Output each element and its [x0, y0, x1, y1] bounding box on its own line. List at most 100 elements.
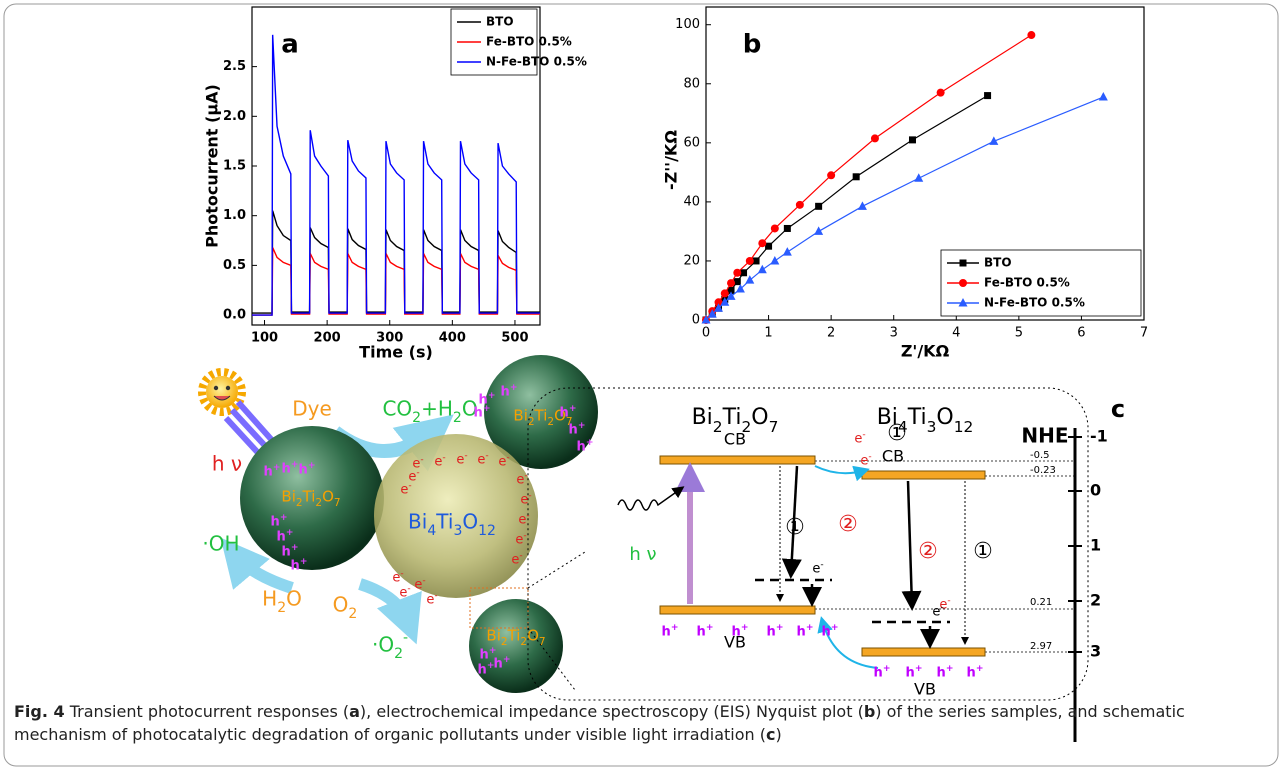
- y-tick-label: 2.0: [223, 109, 246, 124]
- path-label: ①: [973, 539, 993, 564]
- x-tick-label: 200: [314, 331, 341, 346]
- marker: [770, 256, 779, 265]
- marker: [758, 239, 766, 247]
- electron-label: e-: [426, 591, 437, 608]
- scale-label: 3: [1090, 642, 1101, 661]
- zoom-panel: [528, 388, 1088, 700]
- marker: [1099, 92, 1108, 101]
- panel-label: a: [281, 30, 299, 60]
- band-edge: [660, 606, 815, 614]
- hole-label: h+: [797, 623, 814, 640]
- path-label: ②: [918, 539, 938, 564]
- scale-label: -1: [1090, 427, 1108, 446]
- x-tick-label: 1: [764, 326, 772, 341]
- electron-label: e-: [932, 603, 943, 620]
- caption-part: Transient photocurrent responses (: [70, 702, 349, 721]
- x-tick-label: 0: [702, 326, 710, 341]
- scale-label: 2: [1090, 591, 1101, 610]
- sun-eye: [214, 386, 218, 390]
- band-edge: [660, 456, 815, 464]
- series-line: [252, 35, 540, 315]
- electron-label: e-: [392, 569, 403, 586]
- page: 1002003004005000.00.51.01.52.02.5Time (s…: [0, 0, 1282, 770]
- hole-label: h+: [906, 664, 923, 681]
- electron-label: e-: [399, 584, 410, 601]
- scale-label: 0: [1090, 481, 1101, 500]
- scale-title: NHE: [1021, 424, 1068, 448]
- x-tick-label: 2: [827, 326, 835, 341]
- path-label: ①: [785, 515, 805, 540]
- y-tick-label: 100: [675, 17, 700, 32]
- oxygen-label: O2: [333, 593, 358, 623]
- path-label: ①: [887, 421, 907, 446]
- marker: [733, 269, 741, 277]
- figure-frame: [4, 4, 1278, 766]
- caption-part: a: [349, 702, 360, 721]
- marker: [783, 247, 792, 256]
- x-tick-label: 4: [952, 326, 960, 341]
- band-edge: [862, 471, 985, 479]
- x-axis-label: Z'/KΩ: [901, 342, 950, 361]
- y-tick-label: 0.0: [223, 308, 246, 323]
- caption-part: b: [864, 702, 875, 721]
- caption-part: ): [775, 725, 781, 744]
- level-label: -0.5: [1030, 450, 1050, 461]
- x-tick-label: 500: [501, 331, 528, 346]
- band-label: CB: [724, 430, 746, 449]
- legend-label: N-Fe-BTO 0.5%: [486, 55, 587, 69]
- level-label: 0.21: [1030, 597, 1052, 608]
- photon: [618, 488, 682, 510]
- electron-label: e-: [854, 430, 865, 447]
- marker: [721, 289, 729, 297]
- marker: [771, 224, 779, 232]
- legend-label: Fe-BTO 0.5%: [984, 276, 1070, 290]
- dye-label: Dye: [292, 397, 332, 421]
- marker: [827, 171, 835, 179]
- legend-marker: [960, 260, 967, 267]
- y-tick-label: 0.5: [223, 258, 246, 273]
- marker: [1027, 31, 1035, 39]
- hole-label: h+: [662, 623, 679, 640]
- electron-label: e-: [812, 560, 823, 577]
- marker: [858, 201, 867, 210]
- y-tick-label: 80: [683, 76, 700, 91]
- panel-label: b: [743, 30, 762, 60]
- hydroxyl-label: ·OH: [202, 532, 239, 556]
- y-tick-label: 1.5: [223, 159, 246, 174]
- light-label: h ν: [629, 544, 656, 565]
- x-tick-label: 6: [1077, 326, 1085, 341]
- hole-label: h+: [874, 664, 891, 681]
- band-label: CB: [882, 447, 904, 466]
- electron-transfer: [815, 466, 866, 473]
- caption: Fig. 4 Transient photocurrent responses …: [14, 700, 1269, 746]
- marker: [758, 265, 767, 274]
- y-tick-label: 40: [683, 194, 700, 209]
- marker: [871, 134, 879, 142]
- superoxide-label: ·O2-: [372, 630, 408, 662]
- marker: [814, 226, 823, 235]
- scene: h ν Dye CO2+H2O Bi2Ti2O7 Bi2Ti2O7 Bi2Ti2…: [202, 355, 598, 693]
- marker: [909, 136, 916, 143]
- marker: [984, 92, 991, 99]
- legend-label: Fe-BTO 0.5%: [486, 35, 572, 49]
- caption-text: Transient photocurrent responses (a), el…: [14, 702, 1185, 744]
- caption-label: Fig. 4: [14, 702, 65, 721]
- marker: [937, 89, 945, 97]
- level-label: 2.97: [1030, 641, 1052, 652]
- marker: [745, 275, 754, 284]
- x-tick-label: 400: [439, 331, 466, 346]
- hole-label: h+: [697, 623, 714, 640]
- legend-label: BTO: [984, 256, 1012, 270]
- y-tick-label: 0: [692, 313, 700, 328]
- marker: [746, 257, 754, 265]
- y-axis-label: -Z''/KΩ: [662, 130, 681, 190]
- legend-label: N-Fe-BTO 0.5%: [984, 296, 1085, 310]
- scale-label: 1: [1090, 536, 1101, 555]
- marker: [815, 203, 822, 210]
- y-axis-label: Photocurrent (μA): [203, 84, 222, 248]
- marker: [796, 201, 804, 209]
- y-tick-label: 60: [683, 135, 700, 150]
- x-tick-label: 7: [1140, 326, 1148, 341]
- products-label: CO2+H2O: [382, 397, 477, 427]
